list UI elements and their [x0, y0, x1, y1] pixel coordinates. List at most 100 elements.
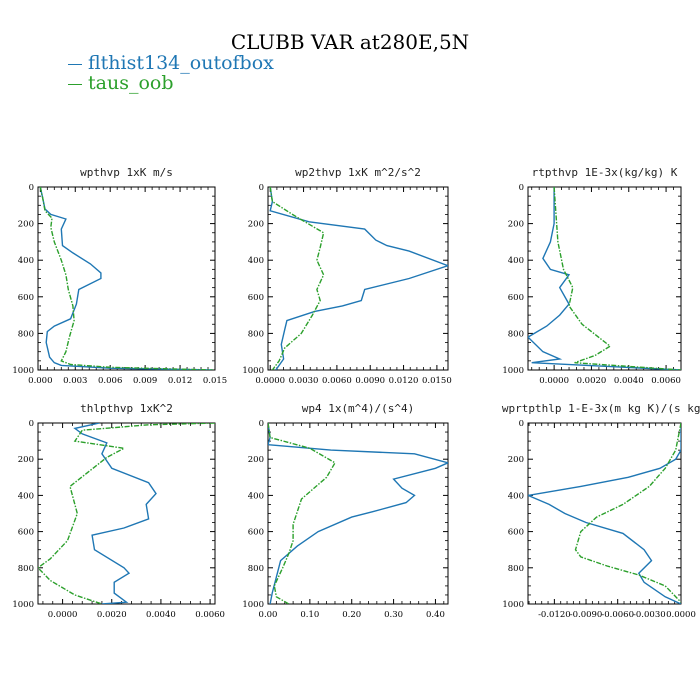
plot-frame [37, 422, 216, 605]
legend-swatch-taus-oob [68, 83, 82, 85]
y-tick-label: 1000 [242, 600, 264, 610]
y-tick-label: 1000 [502, 366, 524, 376]
x-tick-label: 0.10 [300, 610, 319, 620]
series-line-flthist134 [39, 187, 213, 370]
y-tick-label: 0 [259, 183, 264, 193]
y-tick-label: 800 [18, 564, 34, 574]
series-line-flthist134 [528, 187, 681, 370]
panel-title: wp4 1x(m^4)/(s^4) [302, 402, 415, 415]
x-tick-label: 0.20 [342, 610, 361, 620]
x-tick-label: 0.0040 [146, 610, 176, 620]
x-tick-label: 0.0150 [422, 376, 452, 386]
y-tick-label: 1000 [12, 366, 34, 376]
y-tick-label: 0 [29, 419, 34, 429]
x-tick-label: 0.00 [259, 610, 278, 620]
series-line-flthist134 [268, 423, 448, 604]
legend-entry-flthist134: flthist134_outofbox [68, 52, 274, 74]
y-tick-label: 0 [259, 419, 264, 429]
y-tick-label: 1000 [502, 600, 524, 610]
y-tick-label: 200 [508, 455, 524, 465]
legend-entry-taus-oob: taus_oob [68, 72, 174, 94]
y-tick-label: 400 [248, 491, 264, 501]
x-tick-label: 0.0120 [389, 376, 419, 386]
panel-title: rtpthvp 1E-3x(kg/kg) K [532, 166, 678, 179]
y-tick-label: 600 [248, 293, 264, 303]
panel-3: thlpthvp 1xK^2 0 200 400 600 800 1000 0.0000 0.0… [12, 402, 225, 620]
panel-title: wprtpthlp 1-E-3x(m kg K)/(s kg) [502, 402, 700, 415]
x-tick-label: 0.012 [168, 376, 192, 386]
x-tick-label: 0.0000 [255, 376, 285, 386]
series-line-taus-oob [574, 423, 681, 603]
panel-5: wprtpthlp 1-E-3x(m kg K)/(s kg) 0 200 400 60… [502, 402, 700, 620]
x-tick-label: -0.0060 [601, 610, 634, 620]
y-tick-label: 400 [18, 491, 34, 501]
y-tick-label: 0 [29, 183, 34, 193]
legend-label-taus-oob: taus_oob [88, 72, 174, 94]
x-tick-label: 0.0060 [322, 376, 352, 386]
y-tick-label: 800 [508, 329, 524, 339]
legend-swatch-flthist134 [68, 63, 82, 65]
x-tick-label: 0.0020 [577, 376, 607, 386]
x-tick-label: 0.0000 [666, 610, 696, 620]
x-tick-label: -0.0030 [633, 610, 666, 620]
x-tick-label: -0.0120 [538, 610, 571, 620]
y-tick-label: 600 [508, 528, 524, 538]
x-tick-label: 0.015 [203, 376, 227, 386]
y-tick-label: 600 [248, 528, 264, 538]
chart-main-title: CLUBB VAR at280E,5N [230, 30, 470, 54]
x-tick-label: 0.000 [28, 376, 52, 386]
x-tick-label: 0.0060 [651, 376, 681, 386]
series-line-taus-oob [38, 423, 215, 604]
plot-frame [267, 422, 449, 605]
y-tick-label: 200 [248, 220, 264, 230]
x-tick-label: 0.40 [426, 610, 445, 620]
y-tick-label: 600 [18, 293, 34, 303]
y-tick-label: 400 [508, 491, 524, 501]
series-line-flthist134 [269, 187, 448, 370]
series-line-taus-oob [269, 187, 325, 370]
y-tick-label: 0 [519, 419, 524, 429]
series-line-taus-oob [268, 423, 336, 604]
y-tick-label: 200 [18, 220, 34, 230]
x-tick-label: 0.003 [63, 376, 87, 386]
y-tick-label: 200 [18, 455, 34, 465]
panel-1: wp2thvp 1xK m^2/s^2020040060080010000.00… [242, 166, 451, 386]
y-tick-label: 600 [508, 293, 524, 303]
panel-title: wpthvp 1xK m/s [80, 166, 173, 179]
series-line-flthist134 [528, 423, 681, 604]
panel-title: thlpthvp 1xK^2 [80, 402, 173, 415]
x-tick-label: -0.0090 [570, 610, 603, 620]
y-tick-label: 400 [248, 256, 264, 266]
panel-title: wp2thvp 1xK m^2/s^2 [295, 166, 421, 179]
plot-frame [267, 186, 449, 371]
x-tick-label: 0.006 [98, 376, 122, 386]
x-tick-label: 0.0090 [355, 376, 385, 386]
y-tick-label: 800 [248, 329, 264, 339]
x-tick-label: 0.0040 [614, 376, 644, 386]
x-tick-label: 0.30 [384, 610, 403, 620]
x-tick-label: 0.0000 [48, 610, 78, 620]
x-tick-label: 0.0060 [195, 610, 225, 620]
x-tick-label: 0.0000 [539, 376, 569, 386]
series-line-taus-oob [39, 187, 213, 370]
y-tick-label: 0 [519, 183, 524, 193]
legend-label-flthist134: flthist134_outofbox [88, 52, 274, 74]
y-tick-label: 400 [18, 256, 34, 266]
x-tick-label: 0.0030 [289, 376, 319, 386]
y-tick-label: 600 [18, 528, 34, 538]
y-tick-label: 800 [18, 329, 34, 339]
y-tick-label: 1000 [242, 366, 264, 376]
y-tick-label: 800 [508, 564, 524, 574]
panel-2: rtpthvp 1E-3x(kg/kg) K 0 200 400 600 800 1000 0… [502, 166, 682, 386]
y-tick-label: 400 [508, 256, 524, 266]
y-tick-label: 200 [508, 220, 524, 230]
series-line-flthist134 [73, 423, 157, 604]
plot-frame [37, 186, 216, 371]
y-tick-label: 1000 [12, 600, 34, 610]
x-tick-label: 0.0020 [97, 610, 127, 620]
series-line-taus-oob [553, 187, 681, 370]
x-tick-label: 0.009 [133, 376, 157, 386]
